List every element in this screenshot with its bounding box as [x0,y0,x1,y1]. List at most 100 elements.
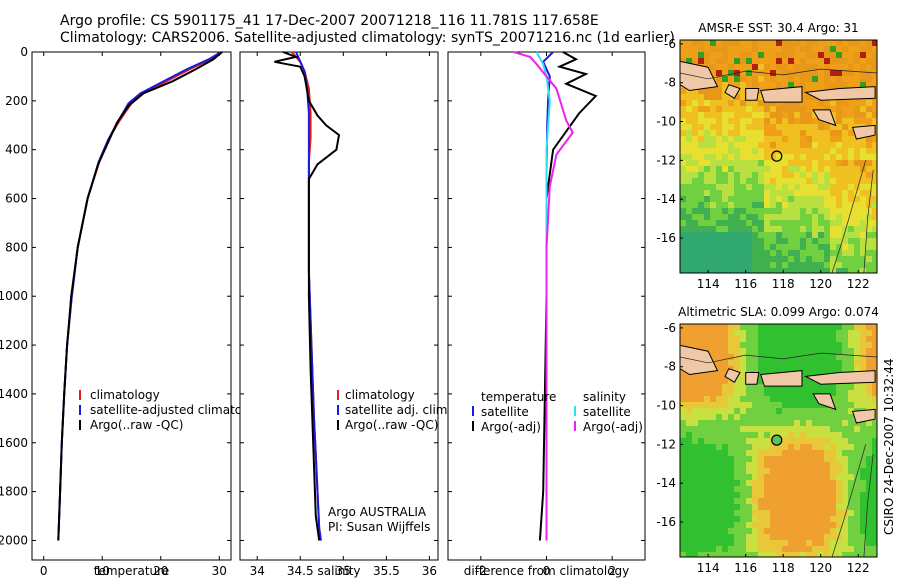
map-cell [698,118,705,125]
map-cell [728,498,735,505]
map-cell [740,366,747,373]
map-cell [734,432,741,439]
map-cell [860,106,867,113]
map-cell [836,420,843,427]
map-cell [746,426,753,433]
map-cell [824,46,831,53]
map-cell [848,250,855,257]
map-cell [758,468,765,475]
map-cell [716,534,723,541]
map-cell [854,336,861,343]
map-cell [854,226,861,233]
map-cell [692,100,699,107]
map-cell [758,486,765,493]
map-cell [836,100,843,107]
map-cell [746,70,753,77]
map-cell [860,432,867,439]
map-cell [740,402,747,409]
map-cell [812,408,819,415]
map-cell [686,444,693,451]
map-cell [764,166,771,173]
map-cell [818,100,825,107]
map-cell [770,420,777,427]
map-cell [830,160,837,167]
map-cell [800,178,807,185]
map-cell [692,414,699,421]
map-cell [692,456,699,463]
map-cell [752,178,759,185]
map-cell [866,166,873,173]
map-cell [872,510,877,517]
map-cell [680,196,687,203]
map-cell [818,40,825,47]
map-cell [860,76,867,83]
map-cell [782,426,789,433]
map-cell [818,226,825,233]
map-cell [770,70,777,77]
map-cell [746,480,753,487]
map-cell [812,348,819,355]
map-cell [848,154,855,161]
map-cell [710,462,717,469]
map-cell [836,172,843,179]
map-cell [866,360,873,367]
map-cell [698,384,705,391]
map-cell [770,46,777,53]
map-cell [824,268,831,273]
map-island [851,124,876,140]
map-cell [686,402,693,409]
map-cell [818,438,825,445]
map-cell [716,330,723,337]
map-cell [872,540,877,547]
map-cell [782,46,789,53]
map-cell [752,504,759,511]
figure-title-line2: Climatology: CARS2006. Satellite-adjuste… [60,30,675,46]
map-cell [704,414,711,421]
map-cell [866,462,873,469]
map-cell [698,88,705,95]
map-cell [800,444,807,451]
map-cell [854,190,861,197]
map-cell [776,82,783,89]
map-cell [686,492,693,499]
map-cell [764,438,771,445]
map-cell [728,348,735,355]
map-cell [728,250,735,257]
map-cell [854,426,861,433]
map-cell [782,420,789,427]
map-cell [698,432,705,439]
map-cell [758,208,765,215]
map-cell [830,498,837,505]
map-cell [758,438,765,445]
map-cell [728,112,735,119]
map-cell [680,372,687,379]
map-cell [842,396,849,403]
map-cell [788,196,795,203]
map-cell [848,522,855,529]
map-cell [704,142,711,149]
map-cell [854,504,861,511]
map-cell [740,330,747,337]
map-cell [866,232,873,239]
map-cell [776,208,783,215]
map-cell [680,426,687,433]
map-cell [800,474,807,481]
map-cell [716,516,723,523]
map-cell [800,94,807,101]
map-cell [800,360,807,367]
map-cell [710,166,717,173]
map-cell [734,420,741,427]
map-cell [686,166,693,173]
map-cell [818,546,825,553]
map-cell [848,166,855,173]
map-cell [686,118,693,125]
map-cell [806,76,813,83]
map-cell [734,528,741,535]
map-cell [722,154,729,161]
map-cell [722,396,729,403]
map-cell [752,112,759,119]
map-cell [806,172,813,179]
map-cell [758,324,765,331]
map-cell [680,106,687,113]
map-cell [812,480,819,487]
